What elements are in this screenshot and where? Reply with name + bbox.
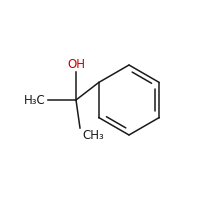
Text: OH: OH bbox=[67, 58, 85, 71]
Text: H₃C: H₃C bbox=[24, 94, 46, 106]
Text: CH₃: CH₃ bbox=[82, 129, 104, 142]
